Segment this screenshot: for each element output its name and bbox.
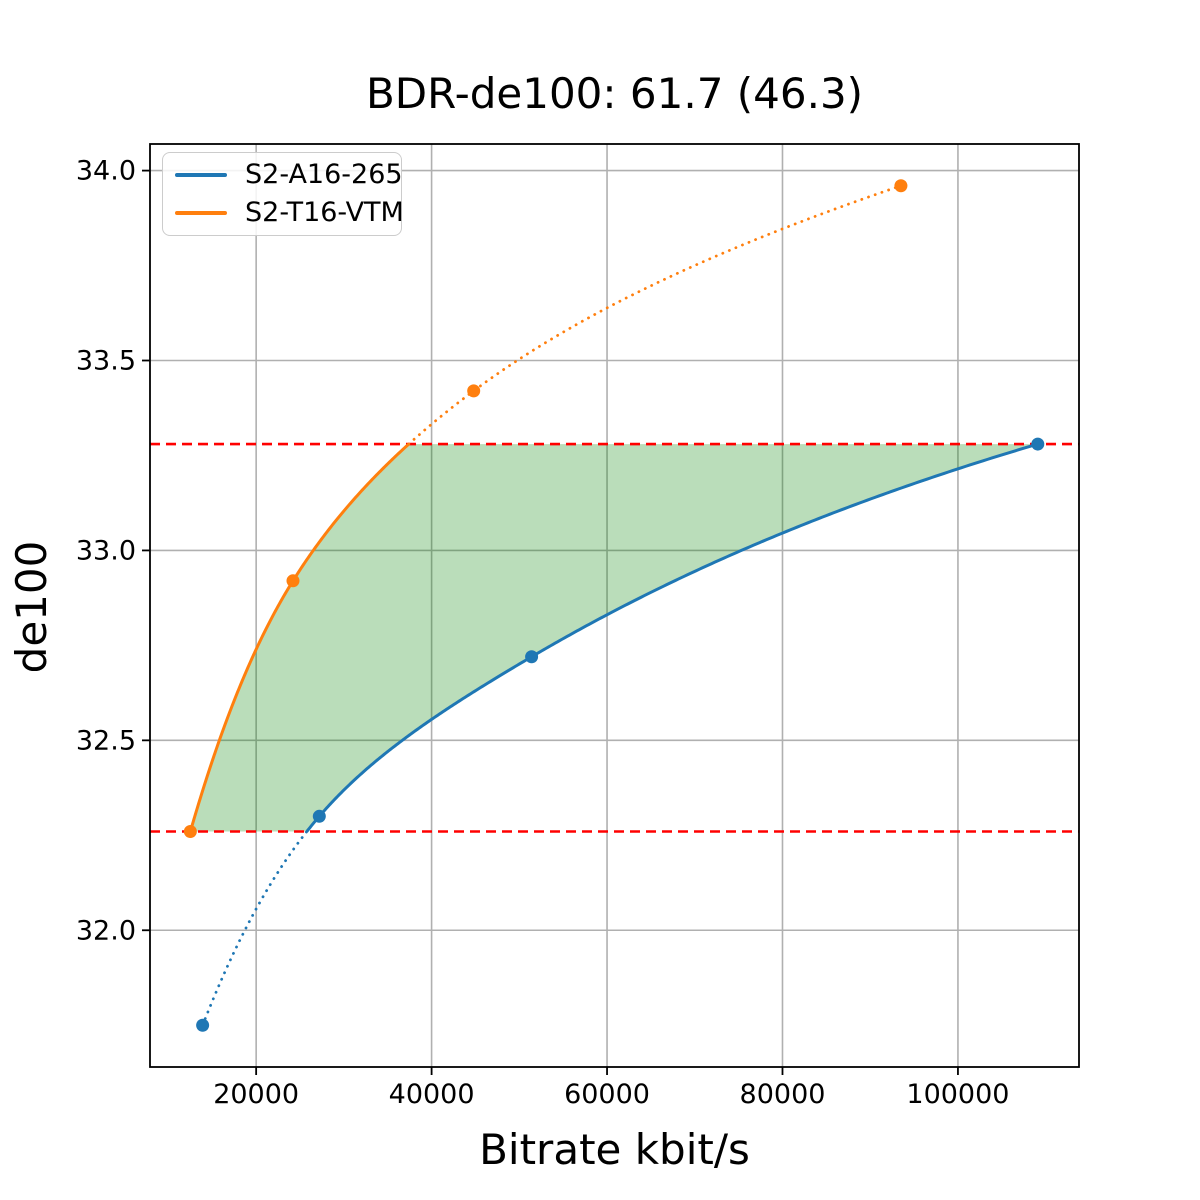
- legend-label: S2-A16-265: [245, 159, 403, 190]
- data-point-marker: [286, 574, 300, 588]
- y-axis-label: de100: [7, 540, 56, 674]
- series-curve-dotted: [201, 830, 309, 1027]
- data-point-marker: [894, 179, 908, 193]
- data-point-marker: [467, 384, 481, 398]
- data-point-marker: [1031, 437, 1045, 451]
- y-tick-label: 33.0: [76, 535, 136, 566]
- data-point-marker: [525, 650, 539, 664]
- x-tick-label: 60000: [564, 1079, 650, 1110]
- data-point-marker: [183, 825, 197, 839]
- x-tick-label: 20000: [213, 1079, 299, 1110]
- legend-item-s2-t16-vtm: S2-T16-VTM: [175, 197, 404, 228]
- legend-label: S2-T16-VTM: [245, 197, 404, 228]
- data-point-marker: [312, 809, 326, 823]
- chart-title: BDR-de100: 61.7 (46.3): [365, 69, 864, 118]
- x-tick-label: 100000: [906, 1079, 1009, 1110]
- x-tick-label: 40000: [389, 1079, 475, 1110]
- series-curve-solid: [305, 442, 1039, 833]
- x-tick-label: 80000: [740, 1079, 826, 1110]
- legend-item-s2-a16-265: S2-A16-265: [175, 159, 403, 190]
- data-point-marker: [196, 1018, 210, 1032]
- y-tick-label: 34.0: [76, 156, 136, 187]
- x-axis-label: Bitrate kbit/s: [479, 1125, 750, 1174]
- series-curve-dotted: [407, 184, 903, 446]
- y-tick-label: 32.0: [76, 915, 136, 946]
- legend-line-sample: [175, 211, 227, 215]
- shaded-region: [190, 444, 1038, 832]
- series-curve-solid: [188, 442, 410, 832]
- y-tick-label: 32.5: [76, 725, 136, 756]
- legend: S2-A16-265 S2-T16-VTM: [162, 152, 404, 236]
- y-tick-label: 33.5: [76, 346, 136, 377]
- legend-line-sample: [175, 173, 227, 177]
- plot-border: [149, 143, 1080, 1068]
